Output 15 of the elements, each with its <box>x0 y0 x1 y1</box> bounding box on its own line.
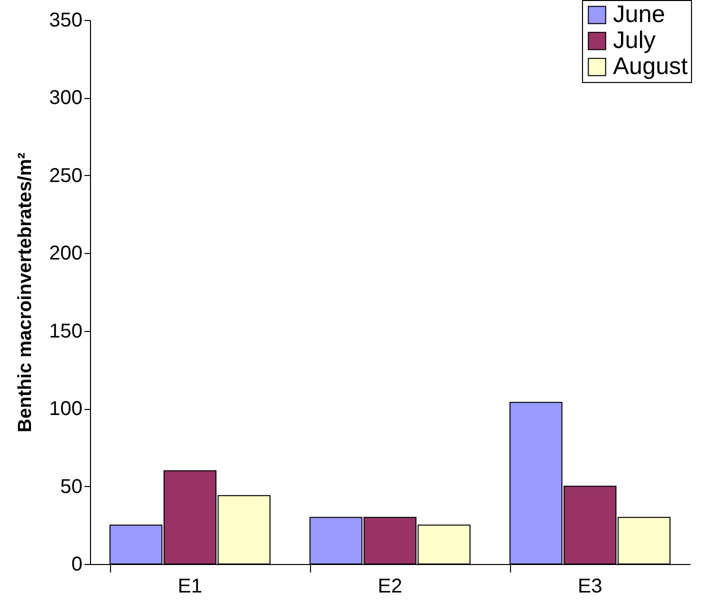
y-tick-label: 250 <box>49 164 82 187</box>
x-tick-label: E2 <box>378 576 402 598</box>
y-tick-label: 50 <box>60 476 82 498</box>
y-tick-label: 300 <box>49 87 82 110</box>
legend-label: July <box>613 27 656 54</box>
y-axis-title: Benthic macroinvertebrates/m² <box>15 152 36 432</box>
x-tick-label: E1 <box>178 576 202 598</box>
y-tick-label: 150 <box>49 320 82 342</box>
legend-label: June <box>613 1 666 28</box>
x-tick-label: E3 <box>578 576 602 598</box>
y-tick-label: 350 <box>49 10 82 32</box>
legend-label: August <box>613 53 688 80</box>
y-tick-label: 100 <box>49 398 82 420</box>
y-tick-label: 200 <box>49 242 82 265</box>
y-tick-label: 0 <box>71 554 82 576</box>
